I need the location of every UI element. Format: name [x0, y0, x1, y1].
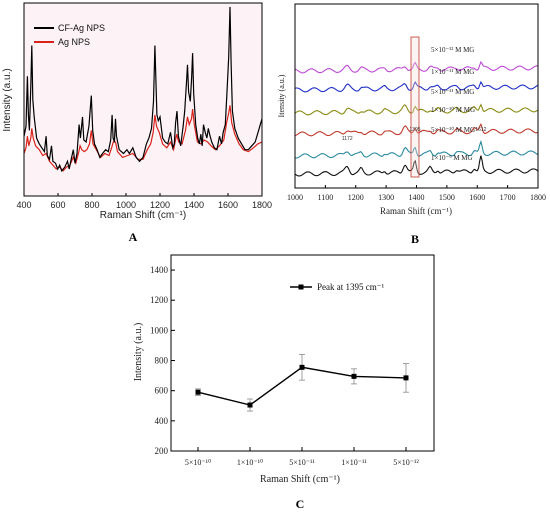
panel-a-x-tick-label: 800 [84, 200, 99, 210]
panel-b-series-label: 1×10⁻¹¹ M MG [431, 68, 474, 76]
legend-label-cf-ag-nps: CF-Ag NPS [58, 23, 105, 33]
panel-b-peak-label: 1172 [342, 136, 353, 142]
panel-b-line-5 [294, 60, 539, 74]
panel-b-line-2 [294, 123, 539, 137]
panel-c-x-tick-label: 5×10⁻¹⁰ [185, 458, 211, 467]
panel-b-x-tick-label: 1500 [439, 193, 455, 202]
panel-b-x-tick-label: 1400 [409, 193, 425, 202]
panel-c-x-tick-label: 5×10⁻¹¹ [289, 458, 315, 467]
panel-a-x-tick-label: 1000 [116, 200, 136, 210]
panel-b-series-label: 5×10⁻¹⁰ M MG [431, 126, 475, 134]
panel-c-y-tick-label: 600 [155, 386, 169, 396]
panel-c-y-axis-label: Intensity (a.u.) [133, 323, 144, 382]
panel-c-point [351, 373, 357, 379]
legend-marker-peak-1395 [298, 284, 304, 290]
panel-b-x-tick-label: 1100 [318, 193, 334, 202]
panel-c-x-axis-label: Raman Shift (cm⁻¹) [260, 474, 340, 485]
panel-b-series-labels: 1×10⁻⁹ M MG 5×10⁻¹⁰ M MG 1×10⁻¹⁰ M MG 5×10⁻… [431, 46, 475, 162]
panel-c-y-tick-label: 1400 [150, 265, 169, 275]
panel-c-series [195, 354, 409, 412]
panel-c-y-tick-label: 200 [155, 446, 169, 456]
panel-a-x-tick-label: 1400 [184, 200, 204, 210]
panel-b-series-label: 1×10⁻¹⁰ M MG [431, 106, 475, 114]
panel-b-x-tick-label: 1300 [378, 193, 394, 202]
panel-b-series-label: 5×10⁻¹¹ M MG [431, 88, 474, 96]
panel-b-chart: 1000 1100 1200 1300 1400 1500 1600 1700 1800 Ite… [277, 3, 546, 246]
panel-b-line-3 [294, 103, 539, 116]
panel-c-legend: Peak at 1395 cm⁻¹ [290, 282, 384, 292]
panel-b-line-4 [294, 80, 539, 93]
panel-c-point [195, 389, 201, 395]
panel-b-x-axis-label: Raman Shift (cm⁻¹) [380, 206, 452, 216]
legend-label-ag-nps: Ag NPS [58, 37, 90, 47]
panel-b-peak-annotations: 1172 1395 1612 [342, 127, 487, 142]
panel-a-x-tick-label: 1600 [218, 200, 238, 210]
panel-b-series-label: 1×10⁻⁹ M MG [431, 154, 473, 162]
panel-c-y-tick-label: 1200 [150, 295, 169, 305]
panel-b-series-label: 5×10⁻¹² M MG [431, 46, 474, 54]
panel-a-x-tick-label: 400 [16, 200, 31, 210]
panel-a-series-lines [23, 6, 263, 173]
panel-c-x-tick-label: 1×10⁻¹⁰ [237, 458, 263, 467]
panel-b-peak-label: 1612 [475, 127, 486, 133]
panel-b-series-lines [294, 60, 539, 177]
panel-b-line-0 [294, 155, 539, 177]
panel-b-x-tick-label: 1800 [530, 193, 546, 202]
panel-c-frame [170, 254, 435, 452]
panel-c-y-tick-label: 800 [155, 356, 169, 366]
panel-c-point [299, 364, 305, 370]
panel-a-x-ticks: 400 600 800 1000 1200 1400 1600 1800 [16, 193, 272, 210]
panel-b-highlight-box [410, 36, 420, 178]
panel-a-x-tick-label: 600 [50, 200, 65, 210]
panel-a-background [24, 3, 262, 196]
legend-label-peak-1395: Peak at 1395 cm⁻¹ [317, 282, 384, 292]
panel-c-point [403, 375, 409, 381]
panel-a-y-axis-label: Intensity (a.u.) [2, 68, 13, 131]
panel-c-y-ticks: 200 400 600 800 1000 1200 1400 [150, 265, 175, 456]
panel-b-line-1 [294, 139, 539, 159]
panel-b-x-tick-label: 1000 [287, 193, 303, 202]
panel-b-y-axis-label: Itensity (a.u.) [277, 74, 286, 117]
panel-c-y-tick-label: 400 [155, 416, 169, 426]
panel-c-x-tick-label: 1×10⁻¹¹ [341, 458, 367, 467]
panel-a-chart: 400 600 800 1000 1200 1400 1600 1800 Intensity … [2, 2, 272, 244]
panel-a-letter: A [129, 230, 138, 244]
panel-b-x-ticks: 1000 1100 1200 1300 1400 1500 1600 1700 1800 [287, 185, 546, 202]
panel-b-peak-label: 1395 [409, 127, 420, 133]
panel-b-x-tick-label: 1600 [469, 193, 485, 202]
panel-b-x-tick-label: 1200 [348, 193, 364, 202]
panel-a-line-cf-ag-nps [23, 6, 263, 173]
panel-a-x-tick-label: 1200 [150, 200, 170, 210]
panel-a-x-tick-label: 1800 [252, 200, 272, 210]
panel-c-x-ticks: 5×10⁻¹⁰ 1×10⁻¹⁰ 5×10⁻¹¹ 1×10⁻¹¹ 5×10⁻¹² [185, 447, 419, 467]
panel-c-y-tick-label: 1000 [150, 325, 169, 335]
panel-b-x-tick-label: 1700 [500, 193, 516, 202]
panel-c-point [247, 402, 253, 408]
panel-a-x-axis-label: Raman Shift (cm⁻¹) [100, 210, 186, 221]
panel-a-legend: CF-Ag NPS Ag NPS [34, 23, 105, 47]
panel-c-x-tick-label: 5×10⁻¹² [393, 458, 419, 467]
panel-b-letter: B [411, 232, 419, 246]
panel-c-letter: C [296, 497, 305, 511]
panel-a-frame [23, 2, 263, 197]
